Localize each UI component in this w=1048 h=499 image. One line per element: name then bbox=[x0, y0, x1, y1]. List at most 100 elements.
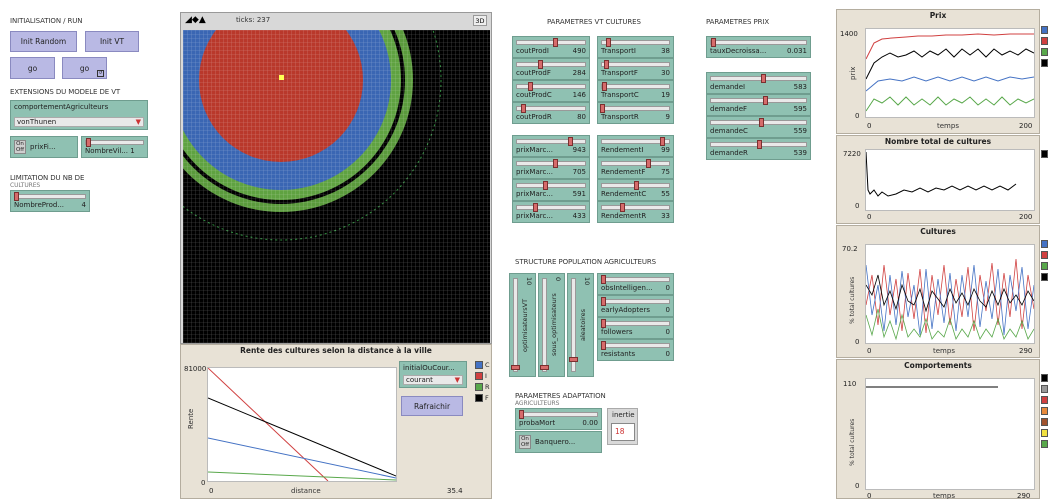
rafraichir-button[interactable]: Rafraichir bbox=[401, 396, 463, 416]
slider-earlyadopters[interactable]: earlyAdopters 0 bbox=[597, 295, 674, 317]
slider-knob[interactable] bbox=[634, 181, 639, 190]
slider-knob[interactable] bbox=[646, 159, 651, 168]
view-controls-icon[interactable]: ◢◆▲ bbox=[185, 15, 206, 25]
slider-knob[interactable] bbox=[711, 38, 716, 47]
slider-knob[interactable] bbox=[511, 365, 520, 370]
nombre-villes-slider[interactable]: NombreVil... 1 bbox=[81, 136, 148, 158]
slider-label: RendementR bbox=[601, 212, 647, 220]
slider-label: coutProdR bbox=[516, 113, 552, 121]
slider-knob[interactable] bbox=[759, 118, 764, 127]
slider-prixmarc-4[interactable]: prixMarc... 943 bbox=[512, 135, 590, 157]
slider-knob[interactable] bbox=[14, 192, 19, 201]
slider-knob[interactable] bbox=[533, 203, 538, 212]
nombre-prod-slider[interactable]: NombreProd... 4 bbox=[10, 190, 90, 212]
cult-ymin: 0 bbox=[855, 338, 860, 346]
slider-coutprodf-1[interactable]: coutProdF 284 bbox=[512, 58, 590, 80]
slider-knob[interactable] bbox=[553, 38, 558, 47]
slider-demandef[interactable]: demandeF 595 bbox=[706, 94, 811, 116]
slider-knob[interactable] bbox=[604, 60, 609, 69]
slider-transportr[interactable]: TransportR 9 bbox=[597, 102, 674, 124]
slider-label: demandeI bbox=[710, 83, 746, 91]
slider-transporti[interactable]: TransportI 38 bbox=[597, 36, 674, 58]
slider-knob[interactable] bbox=[606, 38, 611, 47]
slider-coutprodr-3[interactable]: coutProdR 80 bbox=[512, 102, 590, 124]
slider-knob[interactable] bbox=[521, 104, 526, 113]
go-forever-button[interactable]: go ↺ bbox=[62, 57, 107, 79]
slider-knob[interactable] bbox=[519, 410, 524, 419]
slider-knob[interactable] bbox=[757, 140, 762, 149]
rente-plot-title: Rente des cultures selon la distance à l… bbox=[240, 346, 432, 355]
inertie-value[interactable]: 18 bbox=[611, 423, 635, 441]
inertie-input-box[interactable]: inertie 18 bbox=[607, 408, 638, 445]
switch-toggle[interactable]: On Off bbox=[14, 140, 26, 154]
slider-resistants[interactable]: resistants 0 bbox=[597, 339, 674, 361]
banqueroute-switch[interactable]: On Off Banquero... bbox=[515, 431, 602, 453]
slider-knob[interactable] bbox=[543, 181, 548, 190]
view-3d-button[interactable]: 3D bbox=[473, 15, 487, 26]
proba-mort-slider[interactable]: probaMort 0.00 bbox=[515, 408, 602, 430]
go-once-button[interactable]: go bbox=[10, 57, 55, 79]
slider-transportc[interactable]: TransportC 19 bbox=[597, 80, 674, 102]
section-run-title: INITIALISATION / RUN bbox=[10, 17, 83, 25]
slider-knob[interactable] bbox=[601, 319, 606, 328]
comportement-chooser[interactable]: comportementAgriculteurs vonThunen ▼ bbox=[10, 100, 148, 130]
prixfixe-switch[interactable]: On Off prixFi... bbox=[10, 136, 78, 158]
world-canvas[interactable] bbox=[183, 30, 490, 343]
slider-knob[interactable] bbox=[600, 104, 605, 113]
slider-value: 705 bbox=[572, 168, 586, 176]
prix-plot: Prix 1400 0 prix 0 temps 200 bbox=[836, 9, 1040, 134]
slider-coutprodc-2[interactable]: coutProdC 146 bbox=[512, 80, 590, 102]
slider-track bbox=[519, 412, 598, 417]
slider-demandec[interactable]: demandeC 559 bbox=[706, 116, 811, 138]
slider-transportf[interactable]: TransportF 30 bbox=[597, 58, 674, 80]
init-vt-button[interactable]: Init VT bbox=[85, 31, 139, 52]
slider-value: 30 bbox=[661, 69, 670, 77]
slider-rendementi[interactable]: RendementI 99 bbox=[597, 135, 674, 157]
slider-value: 583 bbox=[793, 83, 807, 91]
switch-toggle[interactable]: On Off bbox=[519, 435, 531, 449]
slider-rendementr[interactable]: RendementR 33 bbox=[597, 201, 674, 223]
chevron-down-icon: ▼ bbox=[454, 376, 460, 384]
slider-followers[interactable]: followers 0 bbox=[597, 317, 674, 339]
slider-prixmarc-7[interactable]: prixMarc... 433 bbox=[512, 201, 590, 223]
slider-coutprodi-0[interactable]: coutProdI 490 bbox=[512, 36, 590, 58]
prix-ylabel: prix bbox=[849, 66, 857, 80]
slider-knob[interactable] bbox=[620, 203, 625, 212]
slider-prixmarc-5[interactable]: prixMarc... 705 bbox=[512, 157, 590, 179]
vslider-optimisateurs[interactable]: optimisateursVT 10 bbox=[509, 273, 536, 377]
chooser-value-box: vonThunen ▼ bbox=[14, 117, 144, 127]
slider-knob[interactable] bbox=[568, 137, 573, 146]
slider-knob[interactable] bbox=[601, 297, 606, 306]
slider-knob[interactable] bbox=[553, 159, 558, 168]
slider-knob[interactable] bbox=[660, 137, 665, 146]
slider-knob[interactable] bbox=[569, 357, 578, 362]
slider-label: probaMort bbox=[519, 419, 556, 427]
nb-plot-title: Nombre total de cultures bbox=[884, 137, 992, 146]
slider-demander[interactable]: demandeR 539 bbox=[706, 138, 811, 160]
taux-decroissance-slider[interactable]: tauxDecroissa... 0.031 bbox=[706, 36, 811, 58]
slider-knob[interactable] bbox=[540, 365, 549, 370]
slider-knob[interactable] bbox=[601, 275, 606, 284]
slider-knob[interactable] bbox=[601, 341, 606, 350]
slider-rendementf[interactable]: RendementF 75 bbox=[597, 157, 674, 179]
vslider-sous-optimisateurs[interactable]: sous_optimisateurs 0 bbox=[538, 273, 565, 377]
slider-prixmarc-6[interactable]: prixMarc... 591 bbox=[512, 179, 590, 201]
slider-obsintelligen[interactable]: obsIntelligen... 0 bbox=[597, 273, 674, 295]
slider-knob[interactable] bbox=[538, 60, 543, 69]
prix-xmax: 200 bbox=[1019, 122, 1033, 130]
slider-knob[interactable] bbox=[86, 138, 91, 147]
slider-knob[interactable] bbox=[528, 82, 533, 91]
slider-knob[interactable] bbox=[602, 82, 607, 91]
legend-label-C: C bbox=[485, 361, 490, 369]
initial-ou-courant-chooser[interactable]: initialOuCour... courant ▼ bbox=[399, 361, 467, 388]
slider-label: prixMarc... bbox=[516, 146, 553, 154]
slider-demandei[interactable]: demandeI 583 bbox=[706, 72, 811, 94]
slider-value: 943 bbox=[572, 146, 586, 154]
prix-line-black bbox=[865, 48, 1035, 80]
vslider-aleatoires[interactable]: aleatoires 10 bbox=[567, 273, 594, 377]
slider-knob[interactable] bbox=[761, 74, 766, 83]
init-random-button[interactable]: Init Random bbox=[10, 31, 77, 52]
slider-rendementc[interactable]: RendementC 55 bbox=[597, 179, 674, 201]
slider-knob[interactable] bbox=[763, 96, 768, 105]
slider-label: coutProdC bbox=[516, 91, 552, 99]
